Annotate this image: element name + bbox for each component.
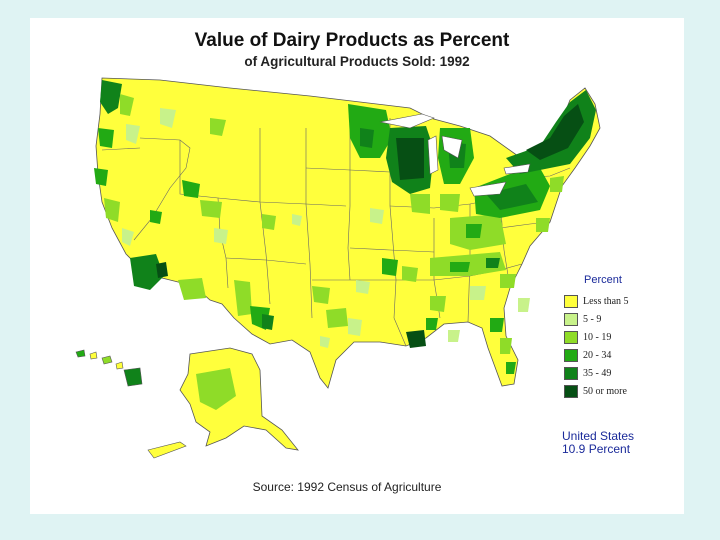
- legend-title: Percent: [584, 274, 622, 286]
- legend-swatch: [564, 295, 578, 308]
- dairy-regions: [94, 80, 596, 374]
- map-subtitle: of Agricultural Products Sold: 1992: [244, 54, 470, 69]
- legend-item: 50 or more: [564, 384, 684, 399]
- legend-label: 5 - 9: [583, 314, 602, 325]
- legend-label: 50 or more: [583, 386, 627, 397]
- us-county-map: [75, 77, 601, 459]
- legend-item: Less than 5: [564, 294, 684, 309]
- great-lakes: [379, 113, 531, 197]
- legend-swatch: [564, 331, 578, 344]
- legend-swatch: [564, 313, 578, 326]
- map-title: Value of Dairy Products as Percent: [194, 30, 510, 51]
- legend: Percent Less than 5 5 - 9 10 - 19 20 - 3…: [564, 274, 684, 402]
- alaska: [147, 347, 299, 459]
- legend-label: Less than 5: [583, 296, 629, 307]
- legend-item: 35 - 49: [564, 366, 684, 381]
- legend-swatch: [564, 349, 578, 362]
- us-total-label: United States: [562, 429, 635, 443]
- source-note: Source: 1992 Census of Agriculture: [252, 480, 442, 494]
- hawaii: [75, 349, 143, 387]
- legend-item: 20 - 34: [564, 348, 684, 363]
- legend-item: 5 - 9: [564, 312, 684, 327]
- legend-item: 10 - 19: [564, 330, 684, 345]
- legend-label: 20 - 34: [583, 350, 612, 361]
- legend-swatch: [564, 385, 578, 398]
- legend-label: 35 - 49: [583, 368, 612, 379]
- us-total-value: 10.9 Percent: [562, 442, 631, 456]
- slide-panel: Value of Dairy Products as Percent of Ag…: [30, 18, 684, 514]
- legend-label: 10 - 19: [583, 332, 612, 343]
- legend-swatch: [564, 367, 578, 380]
- us-total: United States 10.9 Percent: [562, 430, 634, 456]
